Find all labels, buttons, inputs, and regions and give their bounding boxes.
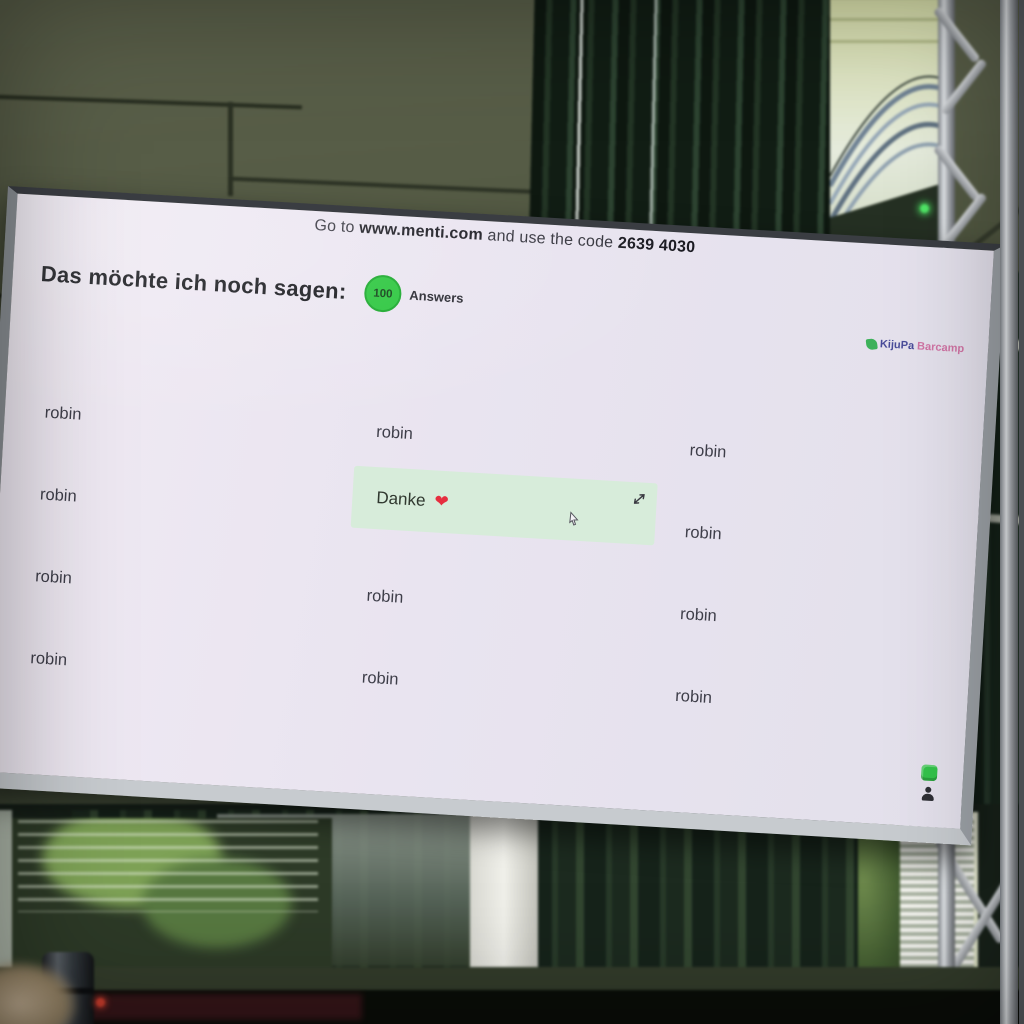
answer-item[interactable]: robin xyxy=(674,686,713,707)
answers-label: Answers xyxy=(408,287,464,306)
logo-text-primary: KijuPa xyxy=(879,338,915,353)
answer-text: Danke xyxy=(375,488,427,510)
dark-glass-facade xyxy=(529,0,841,248)
leaf-icon xyxy=(865,337,878,350)
answer-item[interactable]: robin xyxy=(684,523,723,544)
answer-card-highlighted[interactable]: Danke ❤ xyxy=(350,465,658,546)
join-prefix: Go to xyxy=(314,216,360,237)
answer-item[interactable]: robin xyxy=(44,403,82,424)
presentation-tv: Go to www.menti.com and use the code 263… xyxy=(0,186,1007,846)
answer-item[interactable]: robin xyxy=(689,441,727,462)
mentimeter-slide: Go to www.menti.com and use the code 263… xyxy=(0,193,994,829)
person-icon[interactable] xyxy=(921,786,935,802)
horizontal-beam xyxy=(0,967,1024,993)
logo-text-secondary: Barcamp xyxy=(916,340,965,356)
red-indicator-light xyxy=(96,998,105,1007)
slide-header: Das möchte ich noch sagen: 100 Answers xyxy=(40,255,465,317)
right-window xyxy=(858,812,978,986)
truss-chord-front xyxy=(1000,0,1018,1024)
person-icon-body xyxy=(921,793,935,802)
heart-emoji: ❤ xyxy=(433,491,450,512)
answers-count-badge: 100 xyxy=(363,274,403,314)
atrium-view xyxy=(830,0,940,254)
join-code: 2639 4030 xyxy=(617,234,696,257)
cursor-icon xyxy=(569,511,579,526)
window-louvers xyxy=(18,820,318,912)
answer-item[interactable]: robin xyxy=(361,668,400,689)
answer-item[interactable]: robin xyxy=(29,649,68,670)
question-title: Das möchte ich noch sagen: xyxy=(40,260,348,304)
white-pillar xyxy=(470,808,538,988)
window-frame xyxy=(0,810,12,992)
answer-item[interactable]: robin xyxy=(39,485,78,506)
truss-chord-edge xyxy=(1019,0,1024,1024)
expand-icon[interactable] xyxy=(631,491,647,507)
truss-chord xyxy=(938,0,955,272)
reaction-icon[interactable] xyxy=(920,764,938,782)
answer-item[interactable]: robin xyxy=(34,567,73,588)
answer-item[interactable]: robin xyxy=(366,586,404,607)
slide-footer-icons xyxy=(920,764,938,802)
answer-item[interactable]: robin xyxy=(375,422,414,444)
railing-post xyxy=(228,102,233,196)
answer-item[interactable]: robin xyxy=(679,605,718,626)
foliage xyxy=(858,812,908,986)
person-icon-head xyxy=(925,786,932,793)
green-led-light xyxy=(920,204,929,213)
building-floor-line xyxy=(830,40,940,43)
join-middle: and use the code xyxy=(482,226,619,252)
building-floor-line xyxy=(830,18,940,21)
join-site: www.menti.com xyxy=(358,219,484,244)
event-logo: KijuPa Barcamp xyxy=(865,337,965,356)
